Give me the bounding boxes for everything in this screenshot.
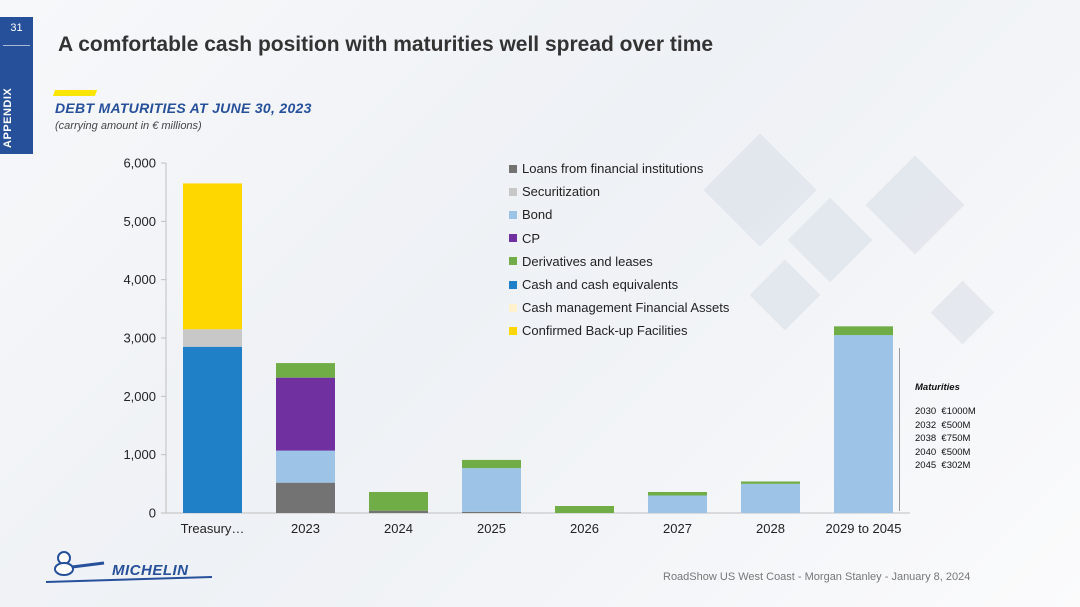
legend-swatch bbox=[509, 280, 517, 289]
maturity-year: 2030 bbox=[915, 406, 937, 417]
legend-item: Cash management Financial Assets bbox=[509, 296, 729, 319]
legend-item: Confirmed Back-up Facilities bbox=[509, 319, 729, 342]
legend-label: Cash and cash equivalents bbox=[522, 277, 679, 293]
legend-item: Cash and cash equivalents bbox=[509, 273, 729, 296]
legend-item: CP bbox=[509, 227, 729, 250]
michelin-logo-icon bbox=[45, 551, 213, 583]
chart-title: DEBT MATURITIES AT JUNE 30, 2023 bbox=[55, 100, 312, 116]
bar-segment bbox=[741, 481, 800, 484]
bar-segment bbox=[369, 510, 428, 513]
legend-label: Securitization bbox=[522, 184, 601, 200]
logo-wordmark: MICHELIN bbox=[112, 562, 189, 579]
legend-item: Loans from financial institutions bbox=[509, 157, 729, 180]
bar-segment bbox=[648, 492, 707, 496]
y-tick-label: 6,000 bbox=[123, 156, 156, 171]
x-tick-label: 2024 bbox=[384, 521, 413, 536]
legend-swatch bbox=[509, 303, 517, 312]
x-tick-label: 2027 bbox=[663, 521, 692, 536]
footer-text: RoadShow US West Coast - Morgan Stanley … bbox=[663, 571, 971, 583]
x-tick-label: 2025 bbox=[477, 521, 506, 536]
bar-segment bbox=[276, 363, 335, 378]
maturity-row: 2030 €1000M bbox=[915, 406, 976, 420]
maturity-year: 2032 bbox=[915, 419, 937, 431]
bar-segment bbox=[276, 482, 335, 513]
maturity-year: 2040 bbox=[915, 446, 937, 458]
legend-label: Cash management Financial Assets bbox=[522, 300, 730, 316]
y-tick-label: 0 bbox=[149, 506, 156, 521]
chart-legend: Loans from financial institutions Securit… bbox=[509, 157, 729, 343]
maturity-year: 2045 bbox=[915, 460, 937, 471]
legend-label: Bond bbox=[522, 207, 553, 223]
x-tick-label: 2029 to 2045 bbox=[826, 521, 902, 536]
bar-segment bbox=[369, 492, 428, 511]
legend-item: Bond bbox=[509, 203, 729, 226]
bar-segment bbox=[276, 450, 335, 483]
maturity-row: 2045 €302M bbox=[915, 460, 976, 474]
maturity-amount: €500M bbox=[936, 446, 971, 458]
legend-label: Confirmed Back-up Facilities bbox=[522, 323, 688, 339]
legend-swatch bbox=[509, 164, 517, 173]
bar-segment bbox=[183, 329, 242, 347]
y-tick-label: 2,000 bbox=[123, 389, 156, 404]
legend-swatch bbox=[509, 187, 517, 196]
maturities-annotation: Maturities 2030 €1000M 2032 €500M 2038 €75… bbox=[915, 382, 976, 474]
y-tick-label: 4,000 bbox=[123, 272, 156, 287]
x-tick-label: 2026 bbox=[570, 521, 599, 536]
maturity-year: 2038 bbox=[915, 433, 937, 444]
legend-label: Derivatives and leases bbox=[522, 253, 653, 269]
y-tick-label: 1,000 bbox=[123, 447, 156, 462]
maturity-amount: €500M bbox=[936, 419, 971, 431]
maturity-amount: €1000M bbox=[936, 406, 976, 417]
x-tick-label: 2028 bbox=[756, 521, 785, 536]
bar-segment bbox=[183, 183, 242, 330]
legend-swatch bbox=[509, 257, 517, 266]
legend-item: Derivatives and leases bbox=[509, 250, 729, 273]
bar-segment bbox=[276, 377, 335, 451]
legend-label: CP bbox=[522, 230, 541, 246]
maturities-title: Maturities bbox=[915, 382, 960, 393]
annotation-bracket bbox=[899, 348, 900, 511]
maturity-row: 2038 €750M bbox=[915, 433, 976, 447]
bar-segment bbox=[462, 511, 521, 513]
page-title: A comfortable cash position with maturit… bbox=[58, 33, 714, 56]
bar-segment bbox=[462, 459, 521, 469]
x-tick-label: 2023 bbox=[291, 521, 320, 536]
appendix-tab bbox=[0, 17, 33, 154]
bar-segment bbox=[648, 495, 707, 513]
bar-segment bbox=[834, 335, 893, 513]
chart-subtitle: (carrying amount in € millions) bbox=[55, 120, 202, 132]
maturity-row: 2040 €500M bbox=[915, 447, 976, 461]
bar-segment bbox=[183, 346, 242, 513]
bar-segment bbox=[741, 483, 800, 513]
x-tick-label: Treasury… bbox=[181, 521, 245, 536]
bar-segment bbox=[834, 326, 893, 336]
maturity-amount: €302M bbox=[936, 460, 971, 471]
legend-swatch bbox=[509, 326, 517, 335]
tab-divider bbox=[3, 45, 30, 46]
legend-swatch bbox=[509, 210, 517, 219]
maturity-amount: €750M bbox=[936, 433, 971, 444]
maturity-row: 2032 €500M bbox=[915, 420, 976, 434]
legend-label: Loans from financial institutions bbox=[522, 161, 704, 177]
y-tick-label: 3,000 bbox=[123, 331, 156, 346]
page-number: 31 bbox=[10, 22, 23, 34]
legend-item: Securitization bbox=[509, 180, 729, 203]
legend-swatch bbox=[509, 234, 517, 243]
y-tick-label: 5,000 bbox=[123, 214, 156, 229]
bar-segment bbox=[462, 468, 521, 512]
bar-segment bbox=[555, 506, 614, 513]
